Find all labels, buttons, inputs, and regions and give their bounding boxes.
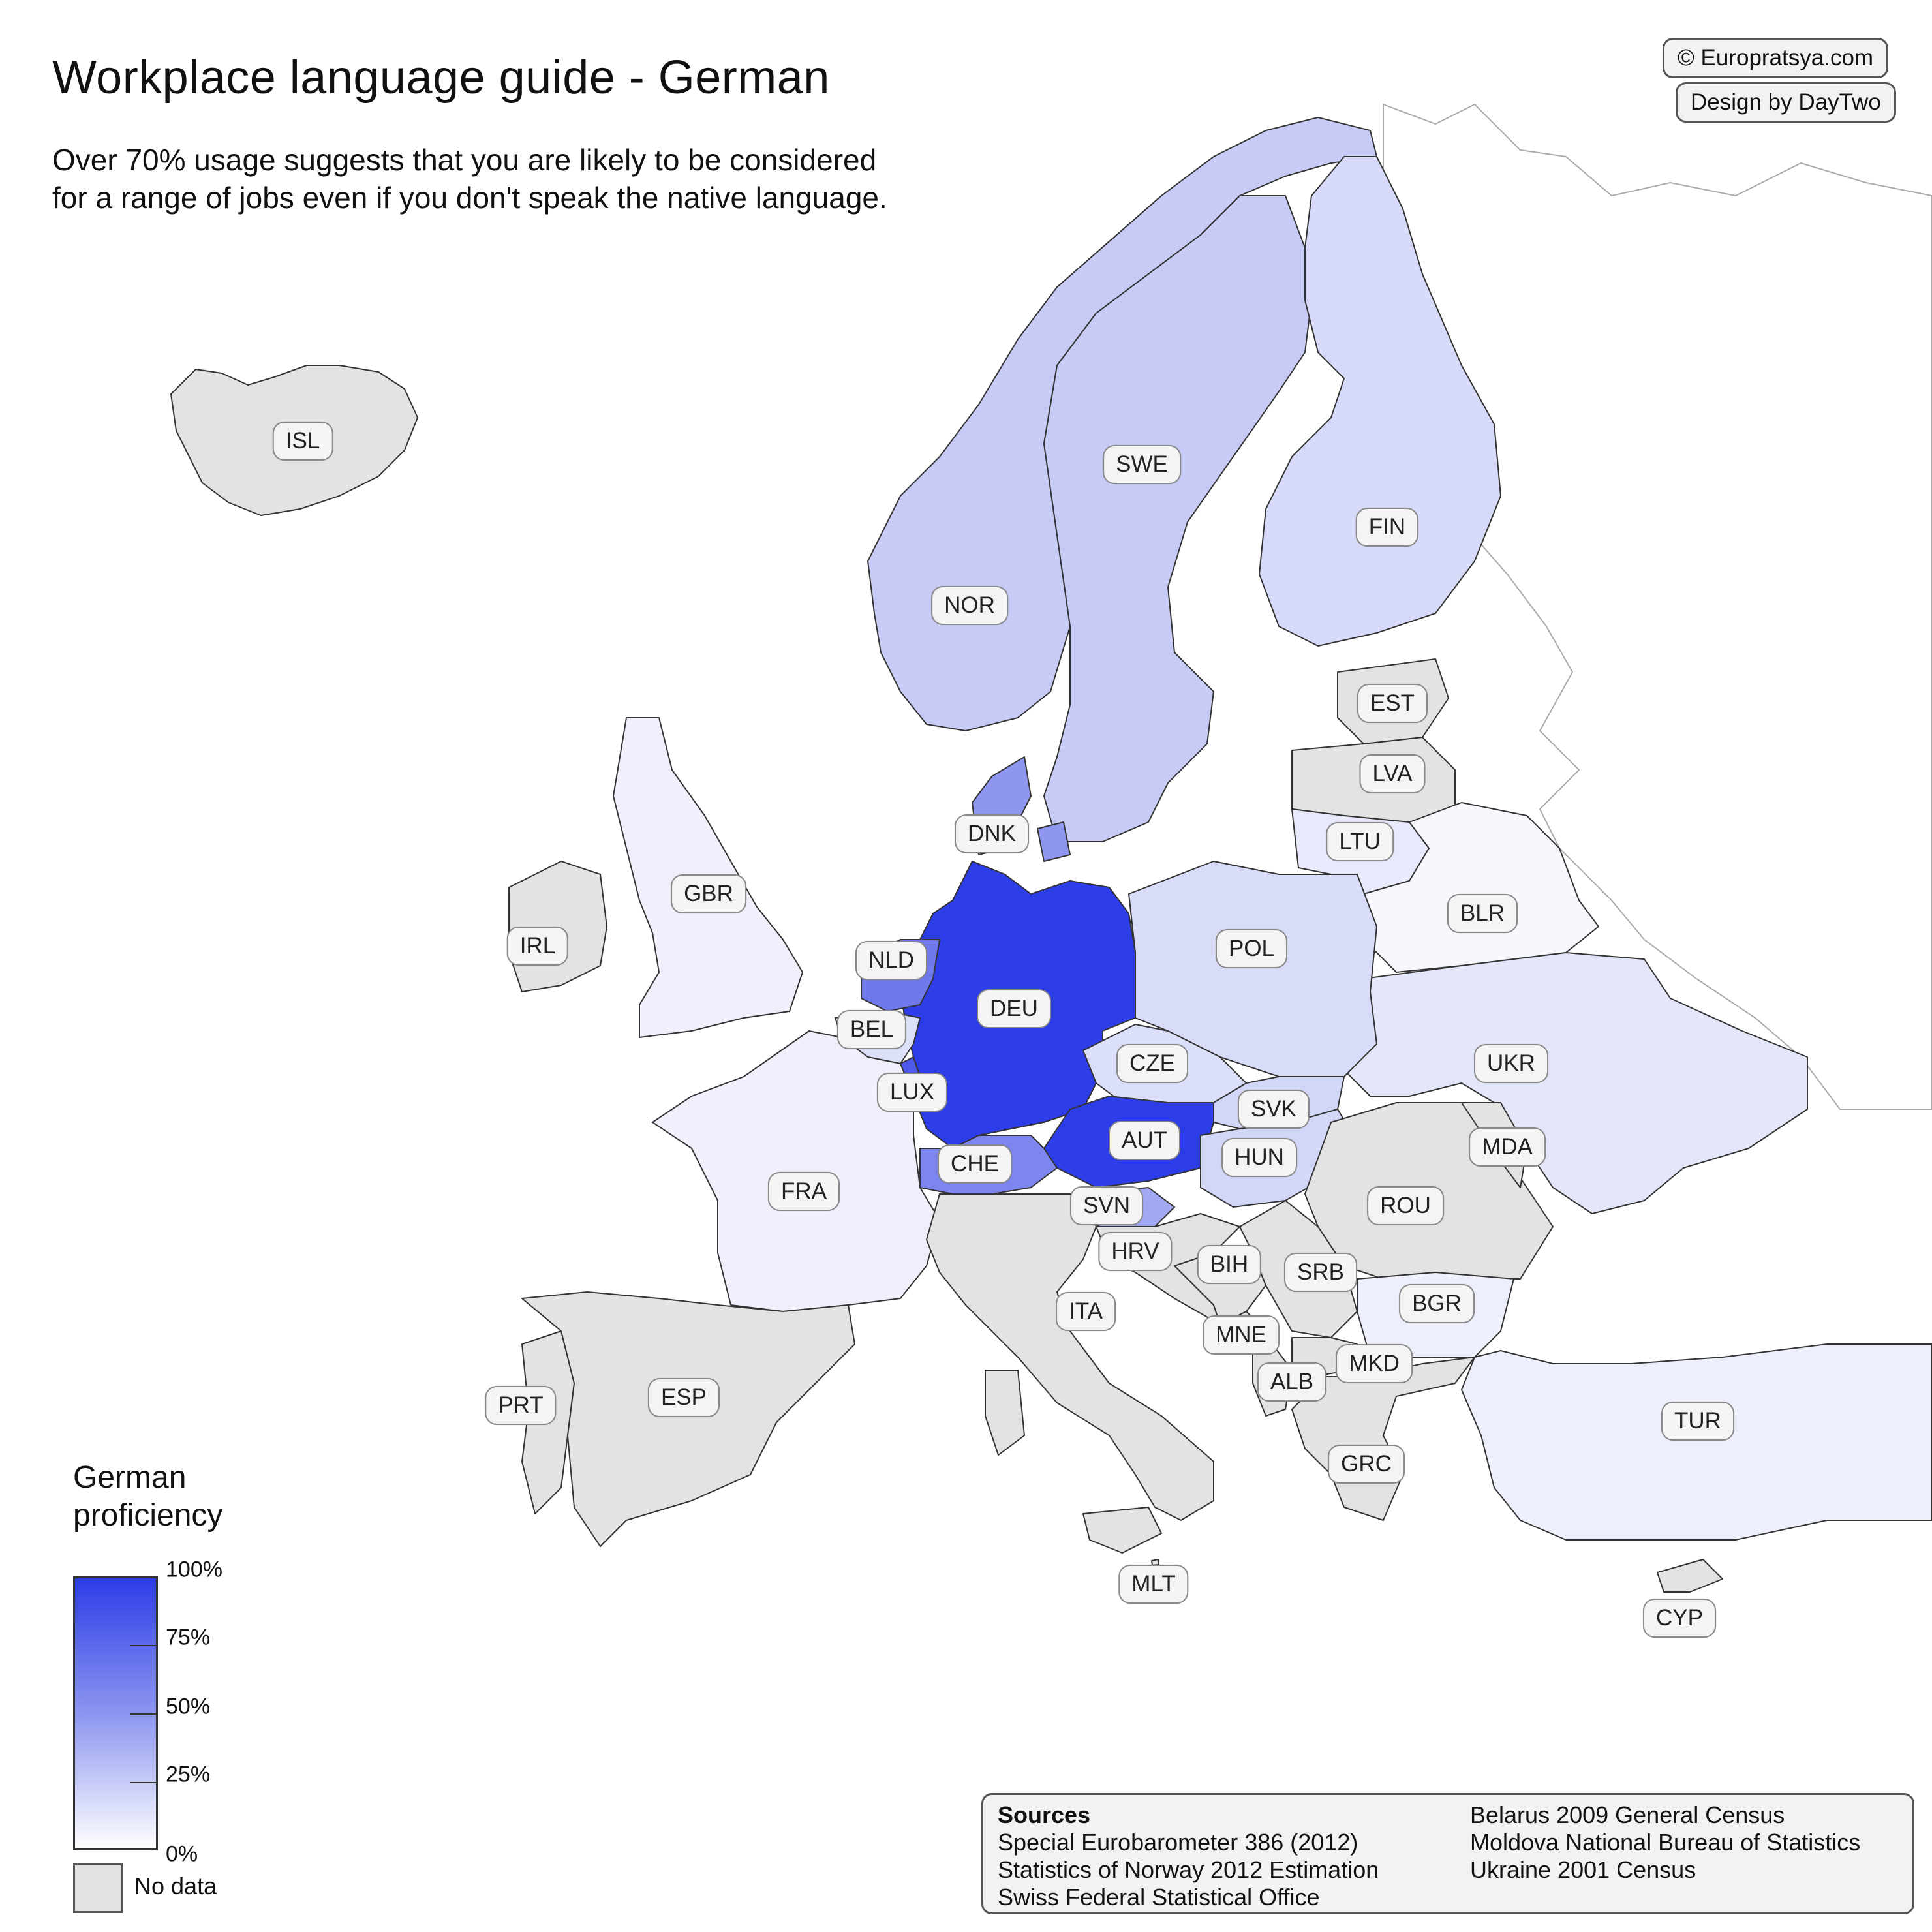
country-label-prt[interactable]: PRT [485,1386,557,1425]
country-label-alb[interactable]: ALB [1257,1362,1327,1402]
country-label-dnk[interactable]: DNK [955,814,1029,853]
source-item: Statistics of Norway 2012 Estimation [998,1856,1379,1883]
source-item: Swiss Federal Statistical Office [998,1884,1320,1910]
country-label-nor[interactable]: NOR [931,586,1008,625]
country-label-mda[interactable]: MDA [1469,1127,1546,1167]
source-item: Belarus 2009 General Census [1470,1802,1785,1828]
country-label-nld[interactable]: NLD [855,941,928,980]
legend-title: German proficiency [73,1460,223,1533]
sources-heading: Sources [998,1802,1091,1828]
country-label-pol[interactable]: POL [1215,929,1288,968]
copyright-badge[interactable]: © Europratsya.com [1663,38,1889,78]
country-label-che[interactable]: CHE [938,1144,1012,1184]
legend-tick [130,1576,158,1578]
country-label-mlt[interactable]: MLT [1118,1565,1189,1604]
country-pol [1128,861,1377,1077]
country-label-bel[interactable]: BEL [836,1010,907,1049]
country-swe [1043,195,1312,842]
legend-tick-label: 0% [166,1841,198,1867]
country-label-ukr[interactable]: UKR [1474,1044,1548,1083]
sources-right-column: Belarus 2009 General Census Moldova Nati… [1470,1802,1860,1884]
country-label-aut[interactable]: AUT [1109,1121,1180,1160]
country-label-isl[interactable]: ISL [272,422,333,461]
legend-no-data-swatch [73,1863,123,1913]
source-item: Ukraine 2001 Census [1470,1856,1696,1883]
country-label-hrv[interactable]: HRV [1098,1232,1173,1271]
country-label-ltu[interactable]: LTU [1326,822,1394,861]
country-cyp [1657,1559,1723,1593]
country-label-blr[interactable]: BLR [1447,894,1518,933]
page-title: Workplace language guide - German [52,52,830,104]
country-label-tur[interactable]: TUR [1661,1402,1734,1441]
country-label-svk[interactable]: SVK [1237,1090,1310,1129]
legend-no-data-label: No data [134,1873,217,1899]
sources-box: Sources Special Eurobarometer 386 (2012)… [981,1793,1914,1914]
country-label-fra[interactable]: FRA [768,1172,840,1211]
legend-tick [130,1713,158,1715]
country-label-cyp[interactable]: CYP [1643,1599,1716,1638]
country-label-gbr[interactable]: GBR [671,874,746,913]
country-ita-sicily [1082,1507,1162,1554]
legend-tick-label: 100% [166,1557,222,1582]
country-label-mne[interactable]: MNE [1203,1315,1280,1355]
country-label-lva[interactable]: LVA [1359,754,1426,793]
design-credit-badge[interactable]: Design by DayTwo [1676,82,1896,123]
country-label-rou[interactable]: ROU [1367,1186,1444,1225]
country-label-swe[interactable]: SWE [1103,445,1181,484]
country-dnk-island [1037,821,1071,862]
country-label-bih[interactable]: BIH [1197,1245,1262,1284]
country-label-svn[interactable]: SVN [1070,1186,1143,1225]
legend-tick [130,1782,158,1783]
country-label-deu[interactable]: DEU [977,989,1051,1028]
country-ita-sardinia [985,1370,1025,1456]
country-label-mkd[interactable]: MKD [1336,1344,1413,1383]
legend-tick-label: 25% [166,1762,211,1787]
source-item: Moldova National Bureau of Statistics [1470,1829,1861,1856]
source-item: Special Eurobarometer 386 (2012) [998,1829,1358,1856]
country-label-hun[interactable]: HUN [1221,1138,1297,1177]
sources-left-column: Sources Special Eurobarometer 386 (2012)… [998,1802,1379,1911]
country-label-fin[interactable]: FIN [1355,508,1419,547]
country-fin [1259,156,1501,647]
page-subtitle: Over 70% usage suggests that you are lik… [52,143,887,215]
country-label-ita[interactable]: ITA [1056,1292,1116,1331]
country-label-esp[interactable]: ESP [647,1378,720,1417]
country-tur [1461,1343,1932,1541]
country-label-lux[interactable]: LUX [876,1073,948,1112]
legend-tick-label: 75% [166,1625,211,1650]
country-label-est[interactable]: EST [1357,684,1428,723]
country-esp [521,1291,855,1547]
country-ukr [1337,952,1808,1214]
country-label-grc[interactable]: GRC [1328,1445,1405,1484]
country-label-irl[interactable]: IRL [506,927,569,966]
country-label-srb[interactable]: SRB [1284,1253,1357,1292]
legend-tick [130,1645,158,1646]
country-label-bgr[interactable]: BGR [1399,1284,1475,1323]
country-label-cze[interactable]: CZE [1116,1044,1188,1083]
legend-tick-label: 50% [166,1694,211,1719]
